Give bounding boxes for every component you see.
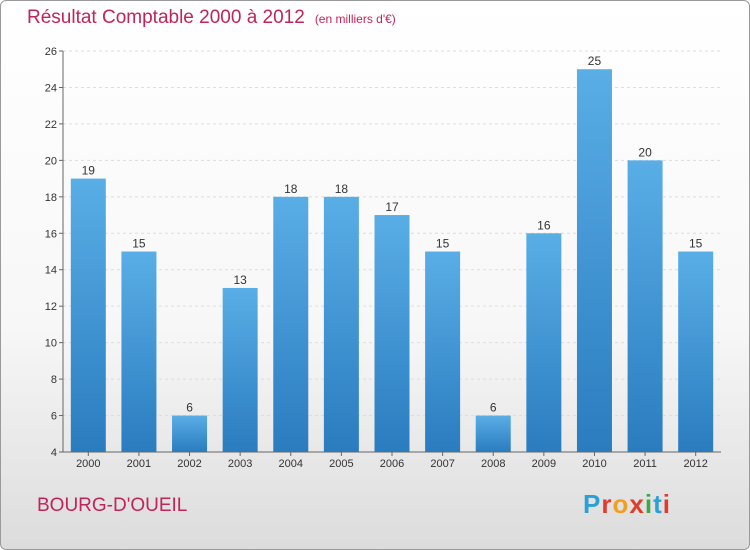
- y-tick-label: 14: [45, 265, 57, 277]
- y-tick-label: 26: [45, 46, 57, 58]
- x-tick-label-2010: 2010: [582, 458, 606, 470]
- bar-2002: [172, 415, 208, 452]
- y-tick-label: 6: [51, 411, 57, 423]
- y-tick-label: 10: [45, 338, 57, 350]
- x-tick-label-2011: 2011: [633, 458, 657, 470]
- data-label-2003: 13: [233, 273, 247, 287]
- y-tick-label: 8: [51, 374, 57, 386]
- proxiti-logo: Proxiti: [583, 489, 671, 520]
- x-tick-label-2012: 2012: [683, 458, 707, 470]
- y-tick-label: 16: [45, 228, 57, 240]
- logo-letter: i: [644, 489, 654, 519]
- bars: [70, 69, 714, 453]
- data-label-2012: 15: [689, 237, 703, 251]
- x-tick-label-2003: 2003: [228, 458, 252, 470]
- bar-2008: [475, 415, 511, 452]
- x-tick-label-2004: 2004: [279, 458, 303, 470]
- data-label-2011: 20: [638, 145, 652, 159]
- data-label-2006: 17: [385, 200, 399, 214]
- data-labels: 19 15 6 13 18 18 17 15 6 16 25 20 15: [82, 54, 703, 414]
- data-label-2005: 18: [335, 182, 349, 196]
- chart-subtitle: (en milliers d'€): [314, 12, 396, 26]
- y-tick-label: 12: [45, 301, 57, 313]
- title-text: Résultat Comptable 2000 à 2012: [27, 7, 305, 28]
- data-label-2000: 19: [82, 164, 96, 178]
- data-label-2008: 6: [490, 401, 497, 415]
- bar-2005: [323, 196, 359, 452]
- bar-2004: [273, 196, 309, 452]
- logo-letter: P: [583, 489, 602, 519]
- x-tick-label-2006: 2006: [380, 458, 404, 470]
- logo-letter: t: [653, 489, 663, 519]
- bar-2007: [425, 251, 461, 452]
- y-tick-label: 18: [45, 192, 57, 204]
- logo-letter: i: [662, 489, 671, 519]
- x-tick-label-2000: 2000: [76, 458, 100, 470]
- commune-name: BOURG-D'OUEIL: [37, 495, 188, 516]
- data-label-2009: 16: [537, 218, 551, 232]
- y-tick-label: 4: [51, 447, 57, 459]
- x-tick-label-2007: 2007: [430, 458, 454, 470]
- chart-title: Résultat Comptable 2000 à 2012 (en millie…: [27, 7, 396, 29]
- bar-2012: [678, 251, 714, 452]
- logo-letter: o: [612, 489, 630, 519]
- x-tick-label-2008: 2008: [481, 458, 505, 470]
- y-tick-label: 20: [45, 155, 57, 167]
- data-label-2004: 18: [284, 182, 298, 196]
- logo-letter: r: [601, 489, 613, 519]
- x-tick-label-2005: 2005: [329, 458, 353, 470]
- bar-2000: [70, 178, 106, 452]
- data-label-2010: 25: [588, 54, 602, 68]
- x-tick-label-2002: 2002: [177, 458, 201, 470]
- y-tick-label: 24: [45, 82, 57, 94]
- data-label-2002: 6: [186, 401, 193, 415]
- x-tick-label-2001: 2001: [127, 458, 151, 470]
- bar-2006: [374, 215, 410, 452]
- bar-2010: [576, 69, 612, 453]
- bar-2011: [627, 160, 663, 452]
- data-label-2001: 15: [132, 237, 146, 251]
- x-tick-label-2009: 2009: [532, 458, 556, 470]
- bar-2001: [121, 251, 157, 452]
- bar-2009: [526, 233, 562, 452]
- bar-2003: [222, 287, 258, 452]
- data-label-2007: 15: [436, 237, 450, 251]
- logo-letter: x: [629, 489, 645, 519]
- y-tick-label: 22: [45, 119, 57, 131]
